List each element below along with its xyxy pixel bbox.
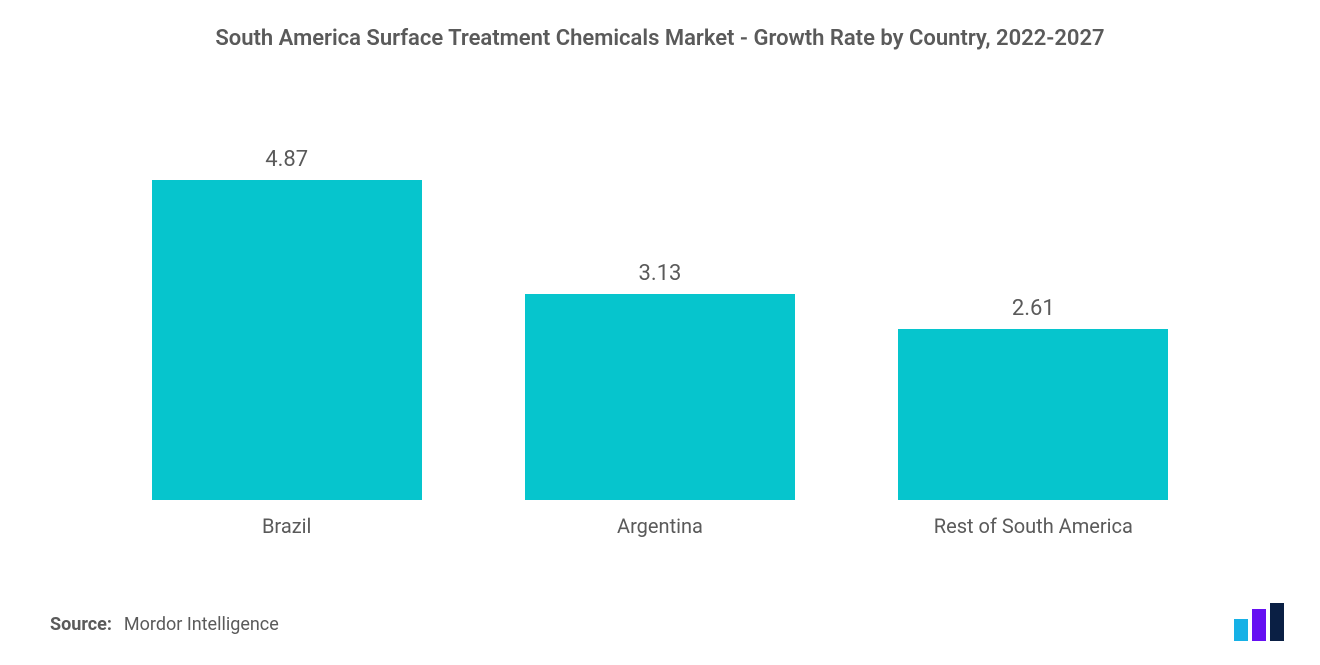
bar-value-label: 4.87	[152, 147, 422, 172]
logo-bar-2	[1252, 609, 1266, 641]
bar-category-label: Brazil	[262, 514, 311, 538]
bar-slot: 2.61Rest of South America	[898, 180, 1168, 500]
bar-value-label: 2.61	[898, 296, 1168, 321]
bar-value-label: 3.13	[525, 261, 795, 286]
bar-chart: 4.87Brazil 3.13Argentina 2.61Rest of South…	[100, 180, 1220, 500]
bar	[898, 329, 1168, 500]
chart-title: South America Surface Treatment Chemical…	[0, 26, 1320, 51]
logo-bar-3	[1270, 603, 1284, 641]
bar-slot: 4.87Brazil	[152, 180, 422, 500]
bar	[525, 294, 795, 500]
brand-logo-icon	[1234, 603, 1288, 641]
bar-category-label: Argentina	[617, 514, 703, 538]
logo-bar-1	[1234, 619, 1248, 641]
bar	[152, 180, 422, 500]
source-label: Source:	[50, 614, 112, 635]
source-text: Mordor Intelligence	[124, 614, 279, 635]
chart-footer: Source: Mordor Intelligence	[50, 614, 279, 635]
bar-slot: 3.13Argentina	[525, 180, 795, 500]
bar-category-label: Rest of South America	[934, 514, 1133, 538]
